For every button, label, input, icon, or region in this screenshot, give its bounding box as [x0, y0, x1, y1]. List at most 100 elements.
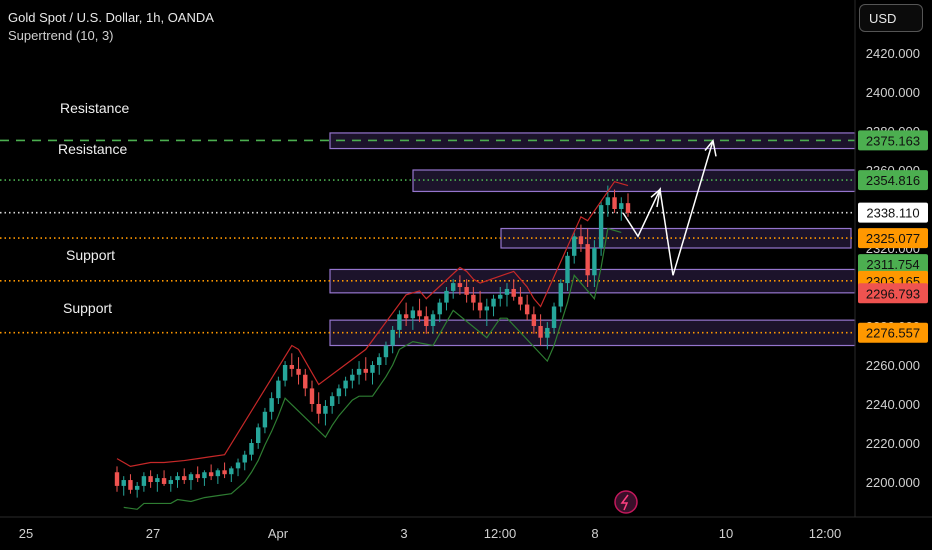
candle-body [538, 326, 543, 338]
y-tick-label: 2420.000 [866, 46, 920, 61]
candle-body [141, 476, 147, 486]
candle-body [625, 203, 631, 213]
candle-body [276, 380, 281, 399]
y-tick-label: 2400.000 [866, 85, 920, 100]
price-tag [858, 283, 928, 304]
candle-body [255, 427, 261, 443]
candle-body [356, 368, 362, 375]
candle-body [128, 480, 133, 490]
candle-body [350, 374, 355, 381]
price-tag [858, 170, 928, 191]
candle-body [457, 283, 463, 287]
zone-label-support-upper: Support [66, 247, 116, 263]
candle-body [242, 454, 247, 463]
candle-body [605, 197, 611, 206]
flash-icon-bolt [620, 494, 629, 511]
candle-body [289, 365, 295, 369]
candle-body [558, 283, 563, 307]
indicator-label: Supertrend (10, 3) [8, 28, 114, 43]
candle-body [168, 480, 173, 484]
candle-body [511, 288, 516, 297]
candle-body [336, 388, 342, 397]
candle-body [175, 476, 180, 481]
y-tick-label: 2260.000 [866, 358, 920, 373]
candle-body [195, 474, 200, 479]
candle-body [417, 310, 422, 317]
supertrend-up-line [123, 227, 622, 510]
candle-body [450, 283, 456, 291]
x-tick-label: 25 [19, 526, 33, 541]
zone-label-support-lower: Support [63, 300, 113, 316]
candle-body [531, 314, 537, 326]
candle-body [484, 306, 490, 311]
candle-body [397, 314, 402, 330]
candle-body [269, 398, 274, 412]
price-tag [858, 254, 928, 275]
candle-body [363, 368, 368, 373]
candle-body [343, 380, 348, 389]
candle-body [249, 443, 254, 455]
candle-body [161, 478, 167, 484]
price-tag [858, 228, 928, 249]
candle-body [565, 255, 570, 284]
x-tick-label: Apr [268, 526, 289, 541]
supertrend-down-line [116, 181, 629, 468]
candle-body [477, 302, 483, 311]
y-tick-label: 2240.000 [866, 397, 920, 412]
candle-body [377, 357, 382, 365]
candle-body [585, 244, 590, 276]
candle-body [498, 294, 503, 299]
candle-body [551, 306, 557, 328]
y-tick-label: 2220.000 [866, 436, 920, 451]
projection-arrowhead-1 [650, 187, 662, 208]
candle-body [598, 205, 604, 248]
candle-body [518, 296, 523, 305]
candle-body [383, 345, 389, 358]
candle-body [572, 236, 577, 256]
candle-body [148, 476, 153, 482]
currency-button[interactable]: USD [859, 4, 923, 32]
price-tag-label: 2375.163 [866, 133, 920, 148]
price-tag [858, 130, 928, 151]
candle-body [316, 404, 321, 414]
candle-body [410, 310, 416, 319]
y-tick-label: 2200.000 [866, 475, 920, 490]
candle-body [121, 480, 126, 486]
candle-body [444, 290, 449, 303]
price-tag-label: 2338.110 [866, 206, 919, 221]
price-tag-label: 2311.754 [866, 257, 919, 272]
candle-body [424, 316, 429, 326]
candle-body [437, 302, 442, 315]
candle-body [309, 388, 315, 404]
candle-body [222, 470, 227, 475]
candle-body [282, 365, 288, 381]
zone-support-4 [329, 319, 856, 347]
candle-body [464, 287, 469, 295]
x-tick-label: 27 [146, 526, 160, 541]
candle-body [188, 474, 194, 481]
candle-body [303, 374, 308, 389]
price-tag [858, 202, 928, 223]
x-tick-label: 10 [719, 526, 733, 541]
zone-label-resistance-upper: Resistance [60, 100, 130, 116]
price-tag-label: 2354.816 [866, 173, 920, 188]
projection-arrowhead-2 [704, 139, 717, 157]
candle-body [545, 327, 550, 338]
x-tick-label: 12:00 [809, 526, 842, 541]
candle-body [229, 468, 234, 475]
candle-body [114, 472, 120, 486]
x-tick-label: 8 [591, 526, 598, 541]
candle-body [524, 304, 530, 315]
candle-body [471, 294, 476, 303]
candle-body [323, 405, 328, 414]
candle-body [182, 476, 187, 481]
candle-body [329, 396, 335, 406]
candle-body [403, 314, 409, 319]
candle-body [296, 368, 301, 375]
flash-icon[interactable] [614, 490, 638, 514]
x-tick-label: 3 [400, 526, 407, 541]
candle-body [619, 203, 624, 209]
x-tick-label: 12:00 [484, 526, 517, 541]
candle-body [491, 298, 496, 307]
